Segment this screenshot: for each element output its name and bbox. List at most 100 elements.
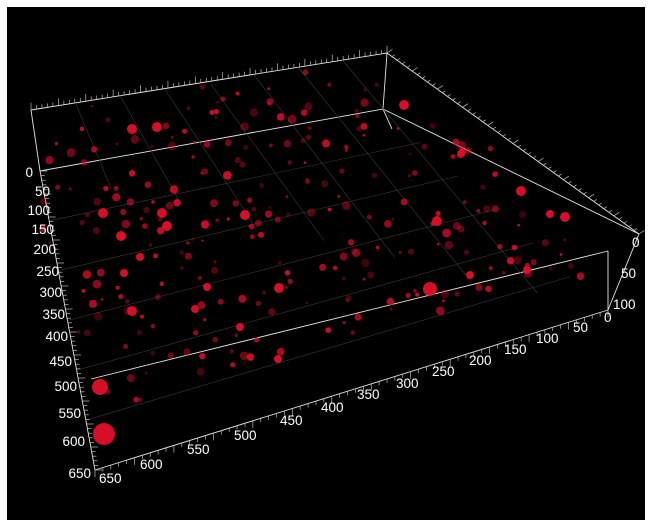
fluorescent-spot bbox=[239, 351, 249, 361]
fluorescent-spot bbox=[162, 122, 170, 130]
fluorescent-spot bbox=[305, 134, 311, 140]
fluorescent-spot bbox=[151, 200, 155, 204]
fluorescent-spot bbox=[307, 126, 312, 130]
axis-tick bbox=[618, 217, 623, 220]
fluorescent-spot bbox=[412, 170, 418, 176]
fluorescent-spot bbox=[85, 212, 90, 218]
fluorescent-spot bbox=[548, 266, 553, 271]
fluorescent-spot bbox=[90, 104, 94, 108]
fluorescent-spot bbox=[39, 197, 48, 205]
fluorescent-spot bbox=[375, 245, 380, 250]
fluorescent-spot bbox=[68, 187, 72, 191]
fluorescent-spot bbox=[88, 299, 98, 308]
left-axis-label: 0 bbox=[25, 165, 33, 180]
bottom-axis-label: 0 bbox=[604, 310, 612, 325]
fluorescent-spot bbox=[159, 281, 165, 287]
fluorescent-spot bbox=[45, 156, 54, 165]
bottom-axis-label: 300 bbox=[396, 376, 419, 391]
fluorescent-spot bbox=[232, 200, 239, 207]
fluorescent-spot bbox=[322, 139, 330, 148]
grid-line bbox=[208, 81, 325, 241]
fluorescent-spot bbox=[462, 200, 467, 205]
fluorescent-spot bbox=[267, 87, 271, 91]
bottom-axis-label: 100 bbox=[536, 331, 559, 346]
fluorescent-spot bbox=[363, 87, 367, 92]
fluorescent-spot bbox=[305, 178, 311, 184]
fluorescent-spot bbox=[485, 285, 492, 293]
axis-tick bbox=[386, 49, 393, 54]
fluorescent-spot bbox=[148, 243, 153, 247]
fluorescent-spot bbox=[366, 214, 372, 220]
fluorescent-spot bbox=[217, 298, 224, 305]
fluorescent-spot bbox=[239, 161, 246, 168]
fluorescent-spot bbox=[360, 122, 368, 130]
right-axis-label: 100 bbox=[613, 297, 636, 312]
fluorescent-spot bbox=[274, 283, 284, 293]
fluorescent-spot bbox=[563, 238, 567, 242]
grid-line bbox=[67, 209, 496, 321]
fluorescent-spot bbox=[103, 185, 109, 192]
axis-tick bbox=[573, 184, 577, 188]
fluorescent-spot bbox=[362, 277, 366, 281]
axis-tick bbox=[406, 65, 411, 68]
fluorescent-spot bbox=[408, 248, 415, 255]
fluorescent-spot bbox=[274, 216, 281, 223]
axis-tick bbox=[427, 79, 431, 83]
fluorescent-spot bbox=[386, 297, 395, 306]
fluorescent-spot bbox=[348, 239, 355, 246]
fluorescent-spot bbox=[389, 307, 393, 311]
fluorescent-spot bbox=[342, 276, 346, 281]
axis-tick bbox=[462, 103, 469, 108]
axis-tick bbox=[512, 139, 519, 144]
axis-tick bbox=[558, 173, 562, 177]
left-axis-label: 150 bbox=[31, 222, 54, 237]
axis-tick bbox=[457, 101, 461, 104]
fluorescent-spot bbox=[257, 231, 265, 238]
bottom-axis-label: 650 bbox=[99, 471, 122, 486]
fluorescent-spot bbox=[92, 227, 100, 234]
fluorescent-spot bbox=[268, 308, 276, 316]
axis-tick bbox=[412, 67, 418, 72]
left-axis-label: 600 bbox=[62, 434, 85, 449]
fluorescent-spot bbox=[92, 279, 102, 289]
fluorescent-spot bbox=[255, 300, 262, 307]
volume-render[interactable]: 0 50 100 150 200 250 300 350 400 450 500… bbox=[7, 7, 645, 520]
left-axis-label: 300 bbox=[39, 285, 62, 300]
3d-volume-viewer[interactable]: 0 50 100 150 200 250 300 350 400 450 500… bbox=[7, 7, 645, 520]
fluorescent-spot bbox=[248, 223, 255, 230]
right-axis-label: 50 bbox=[621, 266, 636, 281]
fluorescent-spot bbox=[144, 372, 148, 375]
fluorescent-spot bbox=[137, 397, 143, 403]
fluorescent-spot bbox=[211, 266, 218, 274]
fluorescent-spot bbox=[246, 353, 255, 361]
bottom-axis-label: 550 bbox=[187, 442, 210, 457]
grid-lines bbox=[49, 59, 571, 421]
bottom-axis-label: 600 bbox=[140, 457, 163, 472]
grid-line bbox=[297, 67, 467, 276]
fluorescent-spot bbox=[123, 306, 133, 316]
fluorescent-spot bbox=[411, 170, 418, 177]
fluorescent-spot bbox=[287, 114, 297, 124]
axis-tick bbox=[422, 76, 426, 79]
axis-tick bbox=[467, 108, 471, 112]
axis-tick bbox=[477, 115, 481, 119]
fluorescent-spot bbox=[200, 171, 204, 175]
fluorescent-spot bbox=[442, 299, 445, 303]
fluorescent-spot bbox=[396, 127, 400, 130]
fluorescent-spot bbox=[96, 268, 105, 277]
fluorescent-spot bbox=[362, 133, 366, 137]
grid-line bbox=[75, 102, 112, 189]
fluorescent-spot bbox=[285, 195, 289, 199]
fluorescent-spot bbox=[506, 257, 515, 265]
axis-tick bbox=[492, 126, 497, 130]
fluorescent-spot bbox=[516, 186, 526, 196]
fluorescent-spot bbox=[153, 253, 158, 259]
fluorescent-spot bbox=[530, 259, 537, 266]
fluorescent-spot bbox=[350, 248, 358, 255]
fluorescent-spot bbox=[54, 142, 59, 146]
fluorescent-spot bbox=[126, 374, 135, 383]
fluorescent-spot bbox=[452, 138, 460, 146]
fluorescent-spot bbox=[203, 318, 207, 322]
fluorescent-spot bbox=[325, 327, 332, 333]
fluorescent-spot bbox=[567, 263, 574, 269]
